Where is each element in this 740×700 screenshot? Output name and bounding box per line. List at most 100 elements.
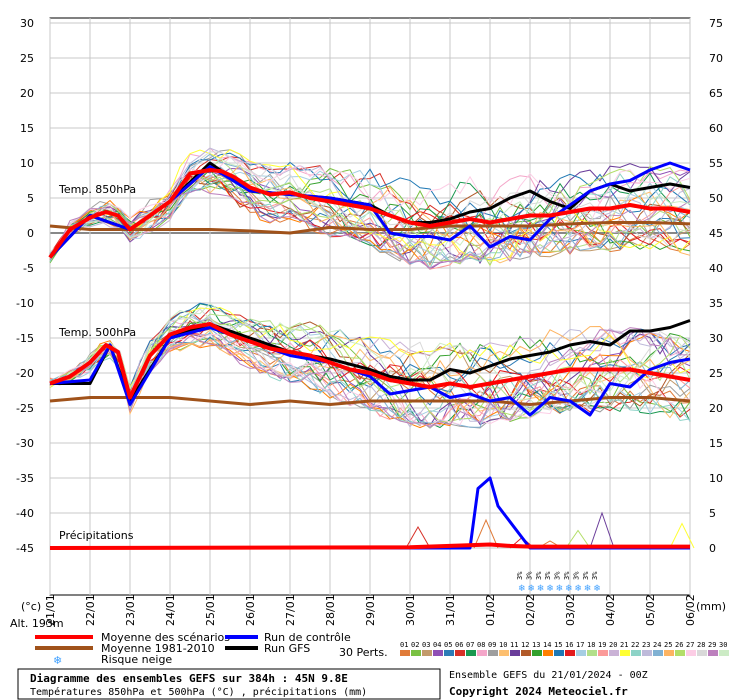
perturbation-line xyxy=(49,327,691,427)
pert-swatch xyxy=(466,650,476,656)
pert-number: 23 xyxy=(642,641,650,649)
right-tick-label: 25 xyxy=(709,367,723,380)
pert-swatch xyxy=(642,650,652,656)
pert-number: 04 xyxy=(433,641,441,649)
legend-label-mean: Moyenne des scénarios xyxy=(101,631,230,644)
pert-swatch xyxy=(598,650,608,656)
perturbation-line xyxy=(49,163,691,270)
x-tick-label: 23/01 xyxy=(124,594,137,626)
right-tick-label: 40 xyxy=(709,262,723,275)
series-t850-moyenne-des-sc-narios xyxy=(48,168,691,259)
left-tick-label: -20 xyxy=(16,367,34,380)
left-tick-label: -30 xyxy=(16,437,34,450)
pert-swatch xyxy=(686,650,696,656)
left-axis-title: (°c) xyxy=(21,600,41,613)
left-tick-label: 20 xyxy=(20,87,34,100)
series-t500-moyenne-des-sc-narios xyxy=(49,322,691,400)
pert-number: 01 xyxy=(400,641,408,649)
pert-number: 25 xyxy=(664,641,672,649)
right-tick-label: 55 xyxy=(709,157,723,170)
perturbation-line xyxy=(49,302,691,414)
snowflake-icon: ❄ xyxy=(584,584,592,594)
pert-number: 09 xyxy=(488,641,496,649)
pert-number: 20 xyxy=(609,641,617,649)
perturbation-legend: 01 02 03 04 05 06 07 08 09 10 11 12 13 14 15 16 17 18 19 20… xyxy=(400,641,729,656)
x-tick-label: 27/01 xyxy=(284,594,297,626)
left-tick-label: -15 xyxy=(16,332,34,345)
right-tick-label: 5 xyxy=(709,507,716,520)
legend-perts-label: 30 Perts. xyxy=(339,646,388,659)
pert-number: 21 xyxy=(620,641,628,649)
x-tick-label: 01/02 xyxy=(484,594,497,626)
x-tick-label: 04/02 xyxy=(604,594,617,626)
series-t850-moyenne-1981-2010 xyxy=(49,221,691,235)
pert-number: 17 xyxy=(576,641,584,649)
perturbation-precip xyxy=(405,525,431,549)
snow-pct-label: 3% xyxy=(544,571,552,580)
left-tick-label: 5 xyxy=(27,192,34,205)
right-tick-label: 50 xyxy=(709,192,723,205)
left-tick-label: -5 xyxy=(23,262,34,275)
snow-pct-label: 3% xyxy=(535,571,543,580)
right-tick-label: 60 xyxy=(709,122,723,135)
right-tick-label: 20 xyxy=(709,402,723,415)
perturbation-line xyxy=(49,302,691,411)
snowflake-icon: ❄ xyxy=(518,584,526,594)
pert-number: 11 xyxy=(510,641,518,649)
pert-swatch xyxy=(719,650,729,656)
pert-swatch xyxy=(400,650,410,656)
panel-label-t500: Temp. 500hPa xyxy=(58,326,136,339)
pert-swatch xyxy=(609,650,619,656)
x-tick-label: 22/01 xyxy=(84,594,97,626)
pert-swatch xyxy=(433,650,443,656)
x-tick-label: 21/01 xyxy=(44,594,57,626)
x-tick-label: 05/02 xyxy=(644,594,657,626)
pert-swatch xyxy=(510,650,520,656)
series-t500-run-de-contr-le xyxy=(49,326,691,417)
pert-number: 15 xyxy=(554,641,562,649)
perturbation-precip xyxy=(589,511,615,549)
left-tick-label: -45 xyxy=(16,542,34,555)
pert-number: 22 xyxy=(631,641,639,649)
pert-number: 08 xyxy=(477,641,485,649)
left-tick-label: -35 xyxy=(16,472,34,485)
x-tick-label: 29/01 xyxy=(364,594,377,626)
perturbation-precip xyxy=(473,518,499,549)
snow-pct-label: 3% xyxy=(525,571,533,580)
snowflake-icon: ❄ xyxy=(537,584,545,594)
footer-box xyxy=(17,668,441,700)
right-tick-label: 75 xyxy=(709,17,723,30)
x-tick-label: 30/01 xyxy=(404,594,417,626)
left-tick-label: 30 xyxy=(20,17,34,30)
footer-copyright: Copyright 2024 Meteociel.fr xyxy=(449,685,628,698)
pert-swatch xyxy=(576,650,586,656)
snow-pct-label: 3% xyxy=(516,571,524,580)
right-tick-label: 10 xyxy=(709,472,723,485)
footer-subtitle: Températures 850hPa et 500hPa (°C) , pré… xyxy=(30,686,367,698)
panel-label-precip: Précipitations xyxy=(59,529,134,542)
perturbation-line xyxy=(49,316,691,428)
snow-pct-label: 3% xyxy=(582,571,590,580)
pert-number: 27 xyxy=(686,641,694,649)
perturbation-line xyxy=(49,152,691,256)
legend-label-control: Run de contrôle xyxy=(264,631,351,644)
perturbation-line xyxy=(49,330,691,411)
series-t500-moyenne-1981-2010 xyxy=(49,396,691,406)
pert-swatch xyxy=(664,650,674,656)
pert-swatch xyxy=(521,650,531,656)
pert-swatch xyxy=(532,650,542,656)
left-axis-ticks: 30 25 20 15 10 5 0 -5 -10 -15 -20 -25 -30 -35 -40 -45 xyxy=(16,17,34,555)
pert-number: 26 xyxy=(675,641,683,649)
pert-number: 16 xyxy=(565,641,573,649)
perturbation-precip xyxy=(669,522,695,549)
pert-swatch xyxy=(653,650,663,656)
snowflake-icon: ❄ xyxy=(593,584,601,594)
pert-number: 14 xyxy=(543,641,551,649)
right-tick-label: 15 xyxy=(709,437,723,450)
snowflake-icon: ❄ xyxy=(565,584,573,594)
pert-number: 29 xyxy=(708,641,716,649)
pert-number: 02 xyxy=(411,641,419,649)
footer-title: Diagramme des ensembles GEFS sur 384h : … xyxy=(30,672,348,685)
